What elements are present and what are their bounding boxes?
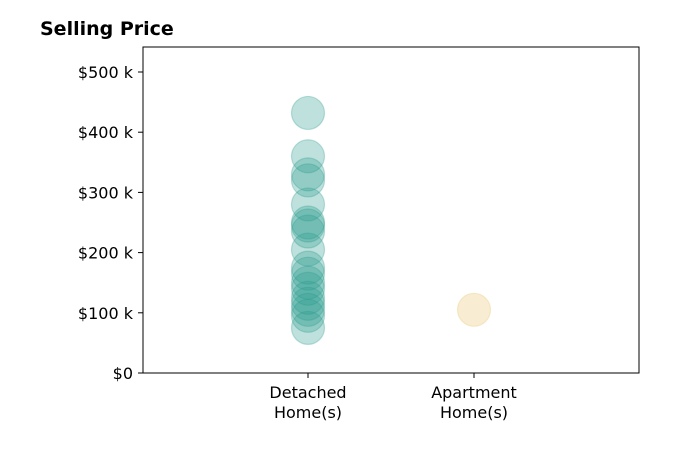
y-axis: $0 $100 k $200 k $300 k $400 k $500 k <box>78 63 143 383</box>
y-tick-label: $300 k <box>78 183 134 202</box>
data-point <box>290 163 326 198</box>
data-points <box>290 95 492 345</box>
data-point <box>290 232 326 267</box>
y-tick-label: $400 k <box>78 123 134 142</box>
x-tick-label: Apartment Home(s) <box>431 383 517 422</box>
data-point <box>290 280 326 315</box>
data-point <box>290 139 326 174</box>
data-point <box>290 265 326 300</box>
data-point <box>290 157 326 192</box>
y-tick-label: $500 k <box>78 63 134 82</box>
data-point <box>290 271 326 306</box>
x-tick-label: Detached Home(s) <box>269 383 346 422</box>
data-point <box>290 286 326 321</box>
data-point <box>290 205 326 240</box>
y-tick-label: $200 k <box>78 244 134 263</box>
data-point <box>290 95 326 131</box>
plot-area <box>142 46 640 374</box>
data-point <box>290 214 326 249</box>
data-point <box>290 310 326 345</box>
data-point <box>290 256 326 291</box>
data-point <box>290 298 326 333</box>
data-point <box>290 208 326 243</box>
data-point <box>290 187 326 222</box>
data-point <box>290 292 326 327</box>
x-axis: Detached Home(s) Apartment Home(s) <box>269 373 517 422</box>
y-tick-label: $0 <box>113 364 133 383</box>
data-point <box>456 292 492 327</box>
chart-title: Selling Price <box>40 18 174 40</box>
y-tick-label: $100 k <box>78 304 134 323</box>
data-point <box>290 250 326 285</box>
